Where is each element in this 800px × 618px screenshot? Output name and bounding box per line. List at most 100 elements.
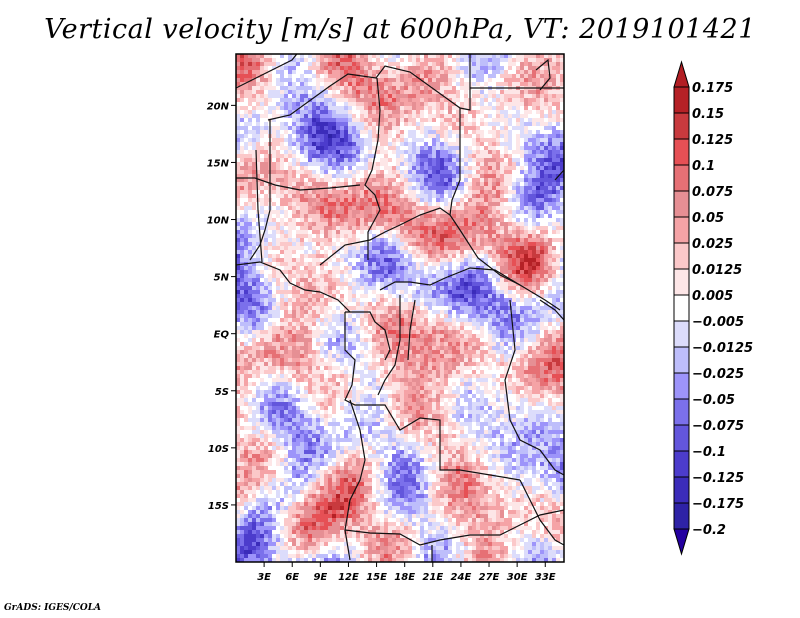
field-cell (492, 174, 496, 178)
field-cell (236, 54, 240, 58)
field-cell (280, 214, 284, 218)
field-cell (468, 158, 472, 162)
field-cell (408, 114, 412, 118)
field-cell (340, 54, 344, 58)
field-cell (540, 282, 544, 286)
field-cell (440, 198, 444, 202)
field-cell (412, 58, 416, 62)
field-cell (484, 138, 488, 142)
field-cell (348, 226, 352, 230)
field-cell (460, 142, 464, 146)
field-cell (336, 234, 340, 238)
field-cell (472, 110, 476, 114)
field-cell (340, 142, 344, 146)
field-cell (400, 218, 404, 222)
field-cell (440, 242, 444, 246)
field-cell (356, 274, 360, 278)
field-cell (428, 214, 432, 218)
field-cell (480, 210, 484, 214)
field-cell (288, 250, 292, 254)
field-cell (296, 142, 300, 146)
field-cell (288, 178, 292, 182)
field-cell (356, 246, 360, 250)
field-cell (332, 198, 336, 202)
field-cell (356, 66, 360, 70)
field-cell (544, 254, 548, 258)
field-cell (256, 162, 260, 166)
field-cell (436, 82, 440, 86)
field-cell (352, 146, 356, 150)
field-cell (324, 246, 328, 250)
field-cell (508, 106, 512, 110)
field-cell (544, 58, 548, 62)
field-cell (400, 270, 404, 274)
field-cell (368, 94, 372, 98)
field-cell (548, 90, 552, 94)
field-cell (512, 294, 516, 298)
field-cell (492, 182, 496, 186)
field-cell (456, 290, 460, 294)
field-cell (376, 214, 380, 218)
field-cell (308, 74, 312, 78)
field-cell (376, 182, 380, 186)
field-cell (528, 210, 532, 214)
field-cell (500, 114, 504, 118)
field-cell (552, 118, 556, 122)
field-cell (496, 202, 500, 206)
field-cell (524, 78, 528, 82)
field-cell (480, 170, 484, 174)
field-cell (240, 126, 244, 130)
field-cell (488, 214, 492, 218)
field-cell (336, 266, 340, 270)
field-cell (480, 134, 484, 138)
field-cell (440, 210, 444, 214)
field-cell (448, 230, 452, 234)
field-cell (288, 118, 292, 122)
field-cell (400, 230, 404, 234)
field-cell (464, 166, 468, 170)
field-cell (392, 106, 396, 110)
field-cell (412, 234, 416, 238)
field-cell (516, 186, 520, 190)
field-cell (332, 234, 336, 238)
field-cell (368, 134, 372, 138)
field-cell (404, 138, 408, 142)
field-cell (300, 82, 304, 86)
field-cell (348, 110, 352, 114)
field-cell (292, 130, 296, 134)
field-cell (448, 178, 452, 182)
field-cell (508, 90, 512, 94)
field-cell (336, 226, 340, 230)
field-cell (360, 182, 364, 186)
field-cell (496, 82, 500, 86)
field-cell (488, 242, 492, 246)
field-cell (288, 90, 292, 94)
field-cell (460, 290, 464, 294)
field-cell (472, 158, 476, 162)
field-cell (524, 54, 528, 58)
field-cell (356, 234, 360, 238)
field-cell (512, 90, 516, 94)
field-cell (536, 130, 540, 134)
field-cell (396, 254, 400, 258)
field-cell (488, 186, 492, 190)
field-cell (368, 266, 372, 270)
field-cell (508, 294, 512, 298)
field-cell (288, 286, 292, 290)
field-cell (560, 250, 564, 254)
field-cell (236, 130, 240, 134)
field-cell (424, 294, 428, 298)
field-cell (416, 142, 420, 146)
field-cell (236, 146, 240, 150)
field-cell (452, 134, 456, 138)
field-cell (460, 118, 464, 122)
field-cell (412, 270, 416, 274)
field-cell (536, 250, 540, 254)
field-cell (308, 178, 312, 182)
field-cell (320, 150, 324, 154)
field-cell (356, 134, 360, 138)
field-cell (256, 250, 260, 254)
field-cell (344, 90, 348, 94)
field-cell (324, 142, 328, 146)
field-cell (320, 230, 324, 234)
